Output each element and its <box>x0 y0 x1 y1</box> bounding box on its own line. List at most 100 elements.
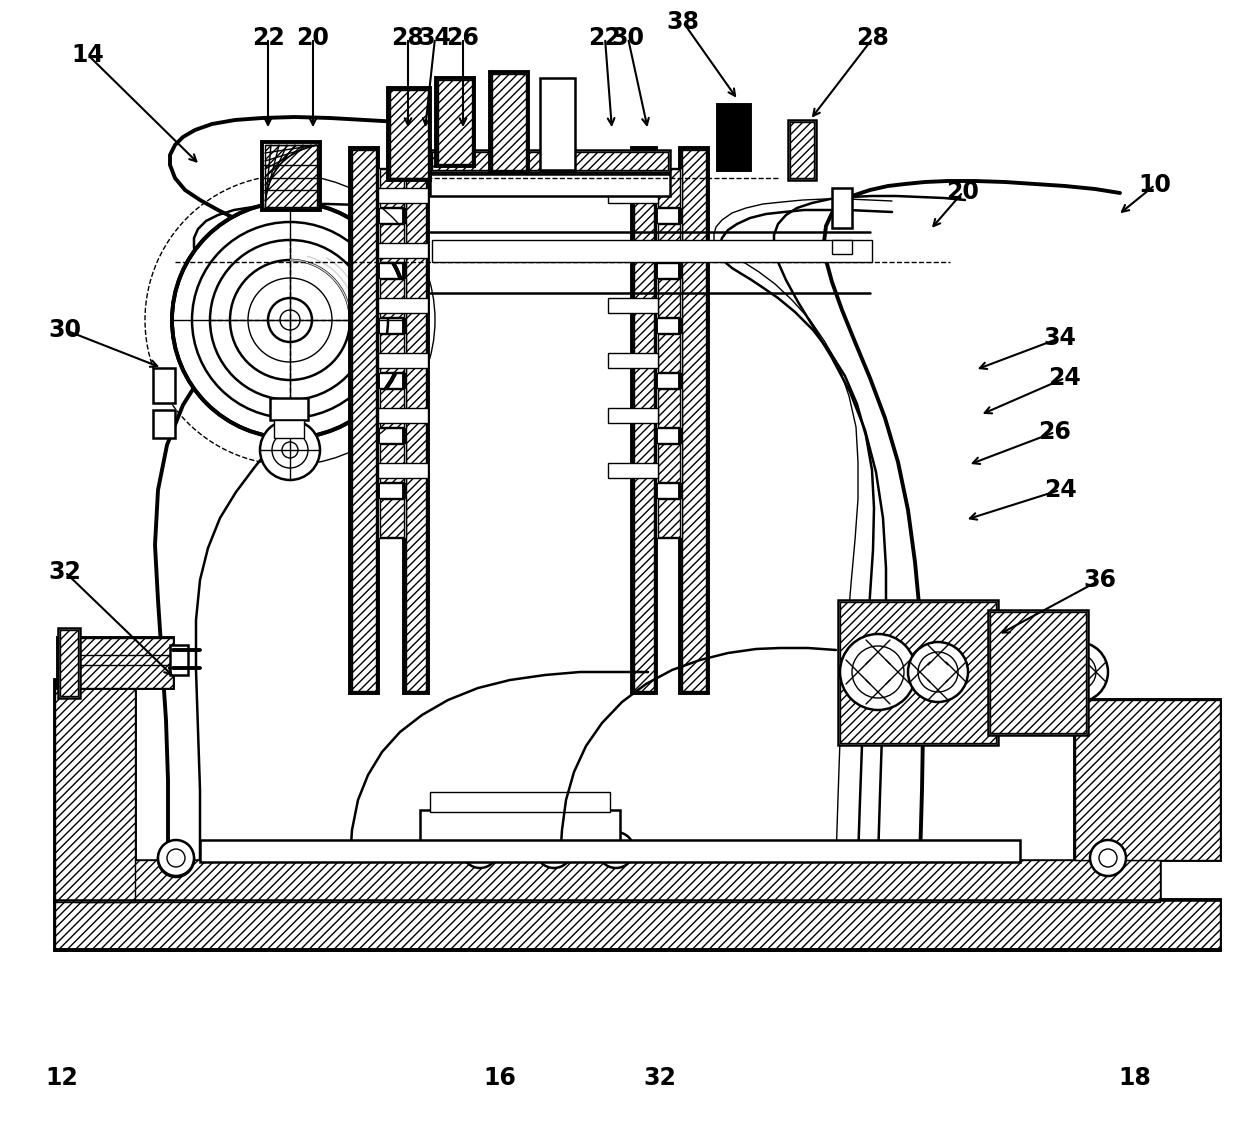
Text: 36: 36 <box>1084 568 1116 592</box>
Bar <box>60 630 78 696</box>
Bar <box>608 408 658 423</box>
Bar <box>58 628 81 698</box>
Bar <box>658 444 680 482</box>
Text: 38: 38 <box>667 10 699 34</box>
Circle shape <box>1048 642 1109 702</box>
Bar <box>632 148 656 693</box>
Text: 20: 20 <box>296 26 330 50</box>
Bar <box>430 174 670 196</box>
Bar <box>608 353 658 368</box>
Bar <box>55 680 135 902</box>
Bar <box>656 168 682 208</box>
Bar <box>153 410 175 438</box>
Bar <box>379 500 404 537</box>
Text: 16: 16 <box>484 1066 516 1090</box>
Bar <box>608 188 658 202</box>
Bar <box>658 224 680 262</box>
Bar <box>379 444 404 482</box>
Bar <box>656 498 682 538</box>
Bar <box>430 150 670 172</box>
Bar <box>270 398 308 420</box>
Bar <box>378 223 405 263</box>
Bar <box>490 72 528 172</box>
Circle shape <box>918 652 959 692</box>
Circle shape <box>598 832 634 868</box>
Circle shape <box>839 634 916 710</box>
Bar <box>378 168 405 208</box>
Bar <box>378 333 405 374</box>
Bar <box>378 278 405 318</box>
Circle shape <box>192 222 388 418</box>
Bar <box>658 334 680 372</box>
Circle shape <box>852 646 904 698</box>
Bar <box>58 638 174 688</box>
Bar <box>1075 700 1220 860</box>
Circle shape <box>1060 654 1096 690</box>
Bar <box>658 169 680 207</box>
Bar <box>404 148 428 693</box>
Circle shape <box>1099 849 1117 867</box>
Circle shape <box>281 442 298 458</box>
Bar <box>656 388 682 428</box>
Bar <box>74 860 1159 902</box>
Circle shape <box>536 832 572 868</box>
Bar <box>378 188 428 202</box>
Text: 30: 30 <box>48 318 82 342</box>
Text: 18: 18 <box>1118 1066 1152 1090</box>
Bar <box>378 243 428 258</box>
Circle shape <box>172 202 408 438</box>
Bar <box>350 148 378 693</box>
Text: 14: 14 <box>72 43 104 68</box>
Text: 34: 34 <box>1044 326 1076 350</box>
Bar <box>153 368 175 403</box>
Bar <box>634 150 653 691</box>
Bar <box>262 142 320 210</box>
Circle shape <box>908 642 968 702</box>
Bar <box>718 105 750 170</box>
Text: 20: 20 <box>946 180 980 204</box>
Bar <box>378 443 405 483</box>
Bar <box>1075 700 1220 860</box>
Bar <box>539 78 575 170</box>
Bar <box>420 810 620 842</box>
Bar <box>787 120 816 180</box>
Circle shape <box>546 842 563 860</box>
Bar <box>378 464 428 478</box>
Text: 26: 26 <box>446 26 480 50</box>
Circle shape <box>272 432 308 468</box>
Bar <box>265 145 317 207</box>
Bar <box>656 333 682 374</box>
Bar <box>200 840 1021 862</box>
Text: 32: 32 <box>48 560 82 584</box>
Bar <box>832 188 852 228</box>
Bar <box>832 240 852 254</box>
Bar <box>438 80 472 164</box>
Circle shape <box>229 260 350 380</box>
Bar <box>379 389 404 428</box>
Text: 28: 28 <box>857 26 889 50</box>
Bar <box>432 152 668 170</box>
Text: 24: 24 <box>1049 366 1081 390</box>
Bar <box>379 169 404 207</box>
Circle shape <box>248 278 332 362</box>
Bar <box>608 243 658 258</box>
Bar <box>682 150 706 691</box>
Bar <box>405 150 427 691</box>
Circle shape <box>167 849 185 867</box>
Circle shape <box>268 298 312 342</box>
Bar <box>839 602 996 742</box>
Bar <box>55 900 1220 949</box>
Bar <box>988 610 1087 735</box>
Bar <box>388 88 430 180</box>
Bar <box>990 612 1086 734</box>
Circle shape <box>157 840 193 876</box>
Bar <box>608 298 658 313</box>
Bar <box>55 680 135 902</box>
Text: 30: 30 <box>611 26 645 50</box>
Bar <box>656 443 682 483</box>
Bar <box>656 278 682 318</box>
Circle shape <box>608 842 625 860</box>
Bar <box>608 464 658 478</box>
Circle shape <box>157 842 193 878</box>
Bar <box>492 74 526 170</box>
